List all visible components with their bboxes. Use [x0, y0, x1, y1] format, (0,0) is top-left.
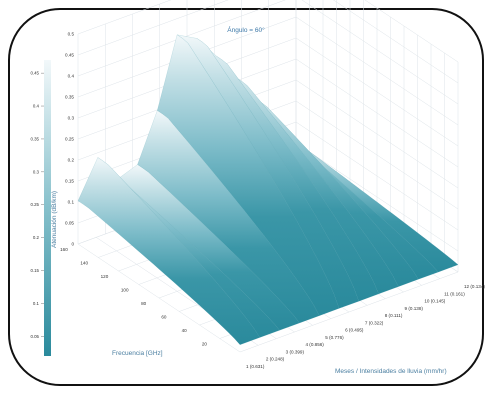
- y-tick-label: 6 (0.495): [345, 328, 364, 333]
- colorbar-ticks: 0.05 0.1 0.15 0.2 0.25 0.3 0.35 0.4 0.45: [30, 71, 44, 339]
- colorbar-tick-label: 0.25: [30, 202, 39, 207]
- surface: [77, 34, 459, 345]
- colorbar-tick-label: 0.2: [33, 235, 40, 240]
- x-tick-label: 20: [202, 341, 208, 346]
- z-axis-label: Atenuación (dB/km): [51, 191, 58, 248]
- colorbar-tick-label: 0.45: [30, 71, 39, 76]
- x-tick-label: 140: [80, 260, 88, 265]
- colorbar-tick-label: 0.4: [33, 104, 40, 109]
- x-tick-label: 80: [141, 301, 147, 306]
- y-tick-label: 8 (0.111): [385, 313, 403, 318]
- y-tick-label: 2 (0.248): [266, 357, 285, 362]
- z-tick-label: 0.35: [65, 95, 74, 100]
- y-tick-label: 10 (0.145): [424, 299, 445, 304]
- chart-title: Ángulo = 60°: [227, 25, 265, 34]
- x-tick-label: 60: [161, 314, 167, 319]
- z-tick-label: 0.1: [68, 200, 75, 205]
- x-axis-label: Frecuencia [GHz]: [112, 350, 163, 357]
- grid-line: [77, 0, 172, 35]
- y-axis-label: Meses / Intensidades de lluvia (mm/hr): [335, 368, 447, 375]
- colorbar: [44, 60, 51, 356]
- z-ticks: 0 0.05 0.1 0.15 0.2 0.25 0.3 0.35 0.4 0.45 0.5: [65, 32, 74, 247]
- z-tick-label: 0: [71, 242, 74, 247]
- z-tick-label: 0.3: [68, 116, 75, 121]
- y-tick-label: 7 (0.322): [365, 320, 384, 325]
- x-ticks: 20 40 60 80 100 120 140 160: [60, 247, 207, 347]
- z-tick-label: 0.5: [68, 32, 75, 37]
- surface-strip: [157, 34, 340, 316]
- colorbar-tick-label: 0.15: [30, 268, 39, 273]
- x-tick-label: 160: [60, 247, 68, 252]
- y-tick-label: 1 (0.631): [246, 364, 265, 369]
- y-ticks: 1 (0.631)2 (0.248)3 (0.399)4 (0.856)5 (0…: [246, 284, 485, 369]
- z-tick-label: 0.15: [65, 179, 74, 184]
- grid-line: [77, 243, 241, 353]
- colorbar-tick-label: 0.3: [33, 169, 40, 174]
- colorbar-tick-label: 0.05: [30, 334, 39, 339]
- z-tick-label: 0.2: [68, 158, 75, 163]
- y-tick-label: 11 (0.161): [444, 291, 465, 296]
- y-tick-label: 9 (0.138): [405, 306, 424, 311]
- y-tick-label: 3 (0.399): [286, 349, 305, 354]
- y-tick-label: 12 (0.134): [464, 284, 485, 289]
- x-tick-label: 40: [182, 328, 188, 333]
- z-tick-label: 0.05: [65, 221, 74, 226]
- surface-strip: [77, 157, 261, 345]
- y-tick-label: 4 (0.856): [305, 342, 324, 347]
- z-tick-label: 0.45: [65, 53, 74, 58]
- x-tick-label: 120: [101, 274, 109, 279]
- colorbar-tick-label: 0.35: [30, 136, 39, 141]
- surface-strip: [196, 38, 379, 302]
- colorbar-tick-label: 0.1: [33, 301, 40, 306]
- z-tick-label: 0.25: [65, 137, 74, 142]
- y-tick-label: 5 (0.776): [325, 335, 344, 340]
- z-tick-label: 0.4: [68, 74, 75, 79]
- x-tick-label: 100: [121, 287, 129, 292]
